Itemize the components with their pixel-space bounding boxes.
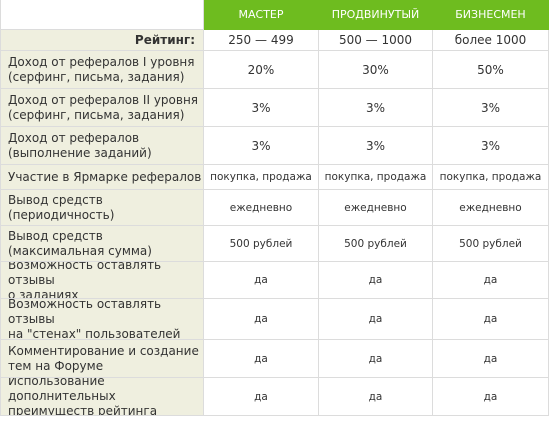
table-cell: 3% (204, 89, 319, 127)
row-label-referral-fair: Участие в Ярмарке рефералов (1, 165, 204, 190)
table-cell: да (433, 262, 549, 299)
rating-value-businessman: более 1000 (433, 30, 549, 51)
table-cell: 500 рублей (319, 226, 433, 262)
table-cell: да (204, 299, 319, 340)
rating-value-master: 250 — 499 (204, 30, 319, 51)
row-label-withdrawal-max: Вывод средств (максимальная сумма) (1, 226, 204, 262)
table-cell: да (319, 299, 433, 340)
table-cell: да (319, 340, 433, 378)
row-label-text: Вывод средств (периодичность) (8, 192, 115, 222)
row-label-text: Использование дополнительных преимуществ … (8, 378, 158, 416)
header-blank-cell (1, 0, 204, 30)
table-cell: 30% (319, 51, 433, 89)
table-cell: 20% (204, 51, 319, 89)
table-cell: 500 рублей (204, 226, 319, 262)
table-cell: 3% (433, 127, 549, 165)
row-label-text: Участие в Ярмарке рефералов (8, 169, 202, 184)
row-label-wall-reviews: Возможность оставлять отзывы на "стенах" … (1, 299, 204, 340)
table-cell: покупка, продажа (204, 165, 319, 190)
table-cell: да (204, 262, 319, 299)
table-cell: ежедневно (433, 190, 549, 226)
table-cell: да (204, 340, 319, 378)
table-cell: 3% (204, 127, 319, 165)
table-cell: да (433, 340, 549, 378)
table-cell: ежедневно (319, 190, 433, 226)
column-header-businessman: БИЗНЕСМЕН (433, 0, 549, 30)
rating-value-advanced: 500 — 1000 (319, 30, 433, 51)
row-label-text: Доход от рефералов I уровня (серфинг, пис… (8, 54, 195, 84)
table-cell: 3% (319, 89, 433, 127)
row-label-extra-benefits: Использование дополнительных преимуществ … (1, 378, 204, 416)
row-label-ref-income-level1: Доход от рефералов I уровня (серфинг, пис… (1, 51, 204, 89)
row-label-text: Возможность оставлять отзывы на "стенах" … (8, 299, 181, 340)
table-cell: 3% (433, 89, 549, 127)
column-header-master: МАСТЕР (204, 0, 319, 30)
table-cell: покупка, продажа (319, 165, 433, 190)
table-cell: да (319, 378, 433, 416)
table-cell: 3% (319, 127, 433, 165)
table-cell: 500 рублей (433, 226, 549, 262)
table-cell: да (319, 262, 433, 299)
table-cell: покупка, продажа (433, 165, 549, 190)
table-cell: 50% (433, 51, 549, 89)
table-cell: да (433, 378, 549, 416)
row-label-withdrawal-frequency: Вывод средств (периодичность) (1, 190, 204, 226)
row-label-ref-income-tasks: Доход от рефералов (выполнение заданий) (1, 127, 204, 165)
row-label-text: Возможность оставлять отзывы о заданиях (8, 262, 162, 299)
row-label-text: Комментирование и создание тем на Форуме (8, 343, 199, 373)
rating-label: Рейтинг: (1, 30, 204, 51)
table-cell: да (433, 299, 549, 340)
column-header-advanced: ПРОДВИНУТЫЙ (319, 0, 433, 30)
row-label-task-reviews: Возможность оставлять отзывы о заданиях (1, 262, 204, 299)
table-grid: МАСТЕР ПРОДВИНУТЫЙ БИЗНЕСМЕН Рейтинг: 25… (0, 0, 549, 416)
row-label-text: Доход от рефералов II уровня (серфинг, пи… (8, 92, 199, 122)
table-cell: да (204, 378, 319, 416)
row-label-text: Вывод средств (максимальная сумма) (8, 228, 152, 258)
table-cell: ежедневно (204, 190, 319, 226)
row-label-ref-income-level2: Доход от рефералов II уровня (серфинг, пи… (1, 89, 204, 127)
row-label-text: Доход от рефералов (выполнение заданий) (8, 130, 152, 160)
row-label-forum-comments: Комментирование и создание тем на Форуме (1, 340, 204, 378)
